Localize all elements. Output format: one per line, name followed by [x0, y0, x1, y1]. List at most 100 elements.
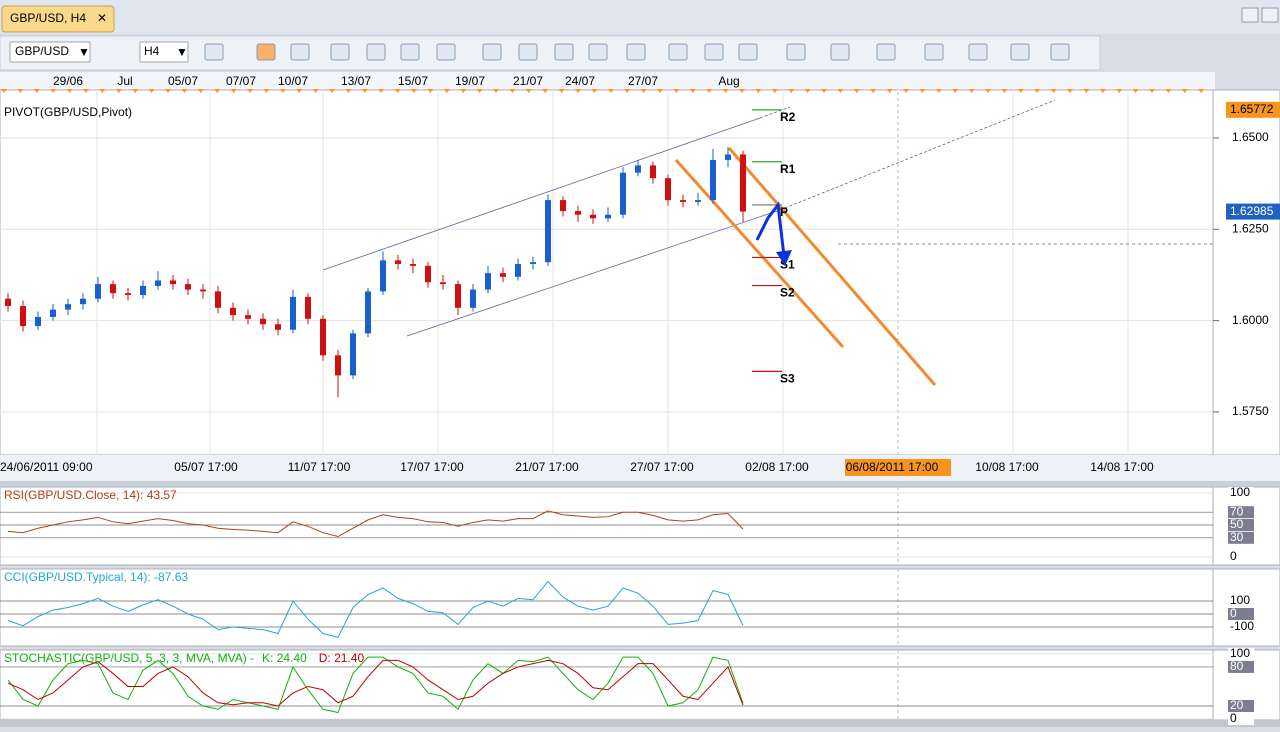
ruler-tick — [853, 89, 860, 93]
ruler-tick — [985, 89, 991, 93]
ruler-tick — [296, 89, 303, 93]
ruler-tick — [558, 89, 565, 93]
toolbar-button[interactable] — [704, 43, 724, 61]
toolbar-button[interactable] — [290, 43, 310, 61]
ruler-tick — [312, 89, 319, 93]
y-tick-label: 1.6500 — [1232, 130, 1269, 144]
toolbar-button[interactable] — [876, 43, 896, 61]
y-tick-box — [1228, 519, 1254, 532]
y-tick-box — [1228, 647, 1254, 660]
price-panel — [0, 89, 1214, 456]
close-button[interactable] — [1261, 7, 1279, 23]
tab[interactable] — [1, 5, 115, 33]
candle-body — [35, 316, 41, 327]
y-tick-box — [1228, 608, 1254, 621]
candle-body — [380, 260, 386, 292]
toolbar-button[interactable] — [588, 43, 608, 61]
toolbar-button[interactable] — [1010, 43, 1030, 61]
candle-body — [110, 284, 116, 294]
timeframe-select[interactable] — [139, 41, 189, 63]
y-tick-label: 100 — [1230, 646, 1250, 660]
x-tick-label: 27/07 17:00 — [630, 460, 694, 474]
ruler-tick — [443, 89, 450, 93]
candle-body — [65, 304, 71, 310]
toolbar-button[interactable] — [968, 43, 988, 61]
candle-body — [245, 315, 251, 319]
candle-body — [260, 318, 266, 325]
ruler-tick — [1017, 89, 1024, 93]
toolbar-button[interactable] — [830, 43, 850, 61]
y-tick-label: 100 — [1230, 485, 1250, 499]
toolbar-button[interactable] — [330, 43, 350, 61]
toolbar-button[interactable] — [668, 43, 688, 61]
pivot-label: S3 — [780, 372, 795, 386]
date-ruler-label: Jul — [117, 74, 132, 88]
date-ruler-label: 15/07 — [398, 74, 428, 88]
date-ruler-label: 13/07 — [341, 74, 371, 88]
y-tick-box — [1228, 621, 1254, 634]
ruler-tick — [739, 89, 745, 93]
date-ruler-label: 29/06 — [53, 74, 83, 88]
ruler-tick — [50, 89, 57, 93]
tab-bar — [0, 0, 1280, 34]
toolbar-button[interactable] — [256, 43, 276, 61]
ruler-tick — [1116, 89, 1123, 93]
y-tick-label: 1.5750 — [1232, 404, 1269, 418]
arrow-drawing — [755, 201, 786, 257]
ruler-tick — [99, 89, 106, 93]
toolbar-button[interactable] — [366, 43, 386, 61]
candle-body — [185, 284, 191, 290]
ruler-tick — [83, 89, 89, 93]
toolbar-button[interactable] — [518, 43, 538, 61]
toolbar-button[interactable] — [738, 43, 758, 61]
toolbar-button[interactable] — [554, 43, 574, 61]
toolbar-button[interactable] — [400, 43, 420, 61]
date-ruler-label: 19/07 — [455, 74, 485, 88]
toolbar-button[interactable] — [482, 43, 502, 61]
toolbar-button[interactable] — [626, 43, 646, 61]
price-tag — [1226, 101, 1280, 118]
ruler-tick — [935, 89, 942, 93]
y-tick-box — [1228, 700, 1254, 712]
ruler-tick — [919, 89, 926, 93]
toolbar-button[interactable] — [204, 43, 224, 61]
pivot-label: S2 — [780, 286, 795, 300]
dropdown-arrow: ▼ — [78, 45, 90, 59]
candle-body — [335, 355, 341, 376]
ruler-tick — [165, 89, 171, 93]
y-tick-box — [1228, 660, 1254, 673]
candle-body — [665, 178, 671, 201]
tab-title: GBP/USD, H4 — [10, 11, 86, 25]
x-tick-label: 02/08 17:00 — [745, 460, 809, 474]
channel-line — [779, 99, 1056, 211]
ruler-tick — [1067, 89, 1073, 93]
ruler-tick — [525, 89, 532, 93]
symbol-select[interactable] — [9, 41, 91, 63]
toolbar-button[interactable] — [786, 43, 806, 61]
candle-body — [410, 264, 416, 266]
ruler-tick — [476, 89, 483, 93]
pivot-label: R1 — [780, 162, 796, 176]
trend-line — [674, 159, 845, 348]
date-ruler-label: 24/07 — [565, 74, 595, 88]
price-tag-label: 1.62985 — [1230, 204, 1274, 218]
y-tick-label: 1.6250 — [1232, 221, 1269, 235]
ruler-tick — [33, 89, 40, 93]
ruler-tick — [197, 89, 204, 93]
toolbar-button[interactable] — [436, 43, 456, 61]
candle-body — [635, 165, 641, 173]
candle-body — [395, 260, 401, 265]
indicator-line — [7, 659, 744, 707]
toolbar-button[interactable] — [924, 43, 944, 61]
tab-close[interactable]: ✕ — [97, 11, 107, 25]
restore-button[interactable] — [1241, 7, 1259, 23]
y-tick-box — [1228, 713, 1254, 726]
ruler-tick — [66, 89, 73, 93]
ruler-tick — [624, 89, 631, 93]
toolbar-button[interactable] — [1050, 43, 1070, 61]
y-tick-label: 0 — [1230, 606, 1237, 620]
x-tick-label: 14/08 17:00 — [1090, 460, 1154, 474]
ruler-tick — [1083, 89, 1090, 93]
ruler-tick — [689, 89, 696, 93]
